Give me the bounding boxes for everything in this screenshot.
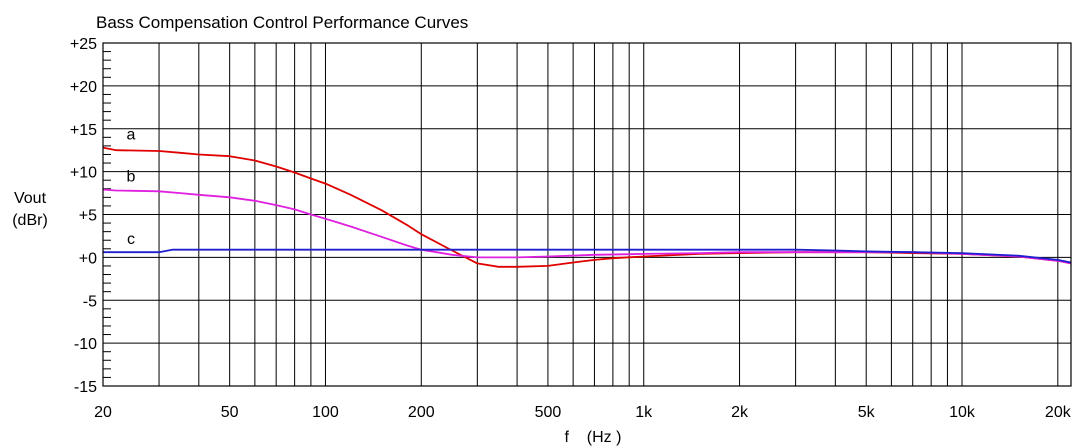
y-tick-label: +15 bbox=[70, 122, 97, 139]
y-axis-label-unit: (dBr) bbox=[12, 212, 48, 229]
series-label-b: b bbox=[127, 169, 136, 186]
plot-frame bbox=[102, 42, 1072, 387]
y-tick-label: +0 bbox=[79, 250, 97, 267]
axis-ticks: +25 +20 +15 +10 +5 +0 -5 -10 -15 20 50 100 200 500 1k 2… bbox=[70, 36, 1072, 421]
x-tick-label: 1k bbox=[635, 404, 653, 421]
y-tick-label: +10 bbox=[70, 165, 97, 182]
series-line-c bbox=[103, 248, 1072, 264]
y-tick-label: +25 bbox=[70, 36, 97, 53]
x-axis-label: f (Hz ) bbox=[565, 429, 622, 446]
x-tick-label: 200 bbox=[408, 404, 435, 421]
x-tick-label: 20 bbox=[94, 404, 112, 421]
x-tick-label: 5k bbox=[858, 404, 876, 421]
x-tick-label: 20k bbox=[1045, 404, 1072, 421]
series-label-c: c bbox=[127, 231, 135, 248]
y-tick-label: +5 bbox=[79, 208, 97, 225]
series-label-a: a bbox=[127, 127, 136, 144]
x-tick-label: 500 bbox=[535, 404, 562, 421]
y-tick-label: -10 bbox=[74, 336, 97, 353]
series-labels: a b c bbox=[127, 127, 136, 249]
x-tick-label: 10k bbox=[949, 404, 976, 421]
y-tick-label: -15 bbox=[74, 379, 97, 396]
y-axis-label-vout: Vout bbox=[14, 190, 47, 207]
x-tick-label: 50 bbox=[221, 404, 239, 421]
grid bbox=[102, 42, 1071, 387]
plot-series bbox=[102, 146, 1072, 268]
x-tick-label: 2k bbox=[731, 404, 749, 421]
y-tick-label: +20 bbox=[70, 79, 97, 96]
y-tick-label: -5 bbox=[83, 293, 97, 310]
x-tick-label: 100 bbox=[312, 404, 339, 421]
chart-title: Bass Compensation Control Performance Cu… bbox=[96, 13, 468, 32]
